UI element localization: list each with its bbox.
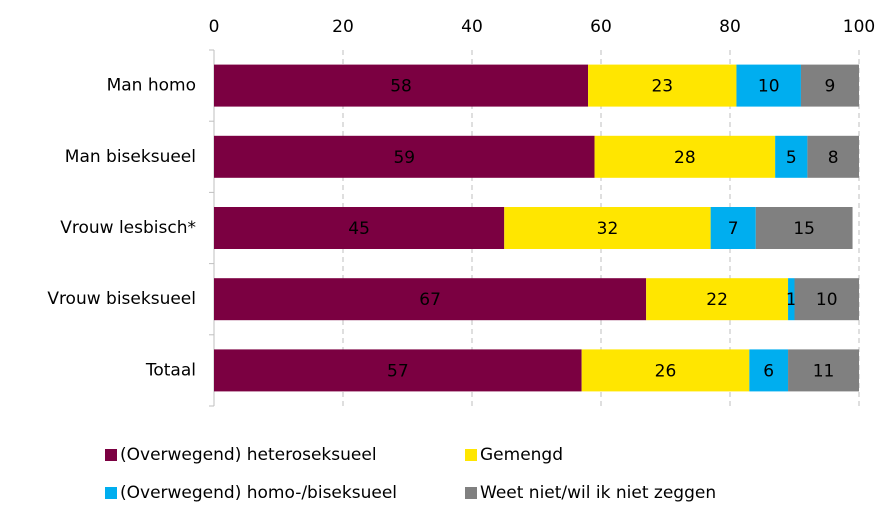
data-label: 15 [793,219,815,239]
bar-segment [214,207,505,249]
bar-segment [788,278,795,321]
legend-swatch [105,487,117,499]
data-label: 45 [348,219,370,239]
y-tick-label: Totaal [145,360,196,380]
data-label: 10 [816,290,838,310]
data-label: 67 [419,290,441,310]
legend-swatch [465,449,477,461]
x-tick-label: 20 [332,17,354,37]
bar-segment [736,64,801,107]
bar-segment [794,278,859,321]
data-label: 6 [763,361,774,381]
data-label: 28 [674,148,696,168]
legend-label: Gemengd [480,445,563,465]
bar-segment [504,207,711,249]
data-label: 1 [786,290,797,310]
bar-segment [588,64,737,107]
bar-segment [800,64,859,107]
y-tick-label: Man homo [107,76,196,96]
bar-segment [594,135,776,178]
bar-segment [710,207,756,249]
data-label: 23 [651,77,673,97]
bar-segment [788,349,859,392]
x-tick-label: 40 [461,17,483,37]
bar-segment [755,207,853,249]
x-tick-label: 80 [719,17,741,37]
data-label: 58 [390,77,412,97]
data-label: 22 [706,290,728,310]
legend-label: (Overwegend) homo-/biseksueel [120,483,397,503]
y-tick-label: Man biseksueel [65,147,196,167]
data-label: 11 [813,361,835,381]
bar-segment [581,349,750,392]
legend-label: (Overwegend) heteroseksueel [120,445,377,465]
y-tick-label: Vrouw biseksueel [47,289,196,309]
data-label: 59 [393,148,415,168]
legend-swatch [465,487,477,499]
x-tick-label: 60 [590,17,612,37]
bar-segment [749,349,789,392]
data-label: 26 [655,361,677,381]
data-label: 32 [597,219,619,239]
legend-label: Weet niet/wil ik niet zeggen [480,483,716,503]
x-tick-label: 0 [209,17,220,37]
data-label: 9 [825,77,836,97]
bar-segment [807,135,859,178]
legend-swatch [105,449,117,461]
y-tick-label: Vrouw lesbisch* [60,218,196,238]
data-label: 5 [786,148,797,168]
data-label: 7 [728,219,739,239]
bar-segment [214,64,589,107]
bar-segment [214,278,647,321]
bar-segment [214,349,582,392]
data-label: 10 [758,77,780,97]
bar-segment [646,278,789,321]
x-tick-label: 100 [843,17,875,37]
bar-segment [214,135,595,178]
data-label: 57 [387,361,409,381]
bar-segment [775,135,808,178]
data-label: 8 [828,148,839,168]
